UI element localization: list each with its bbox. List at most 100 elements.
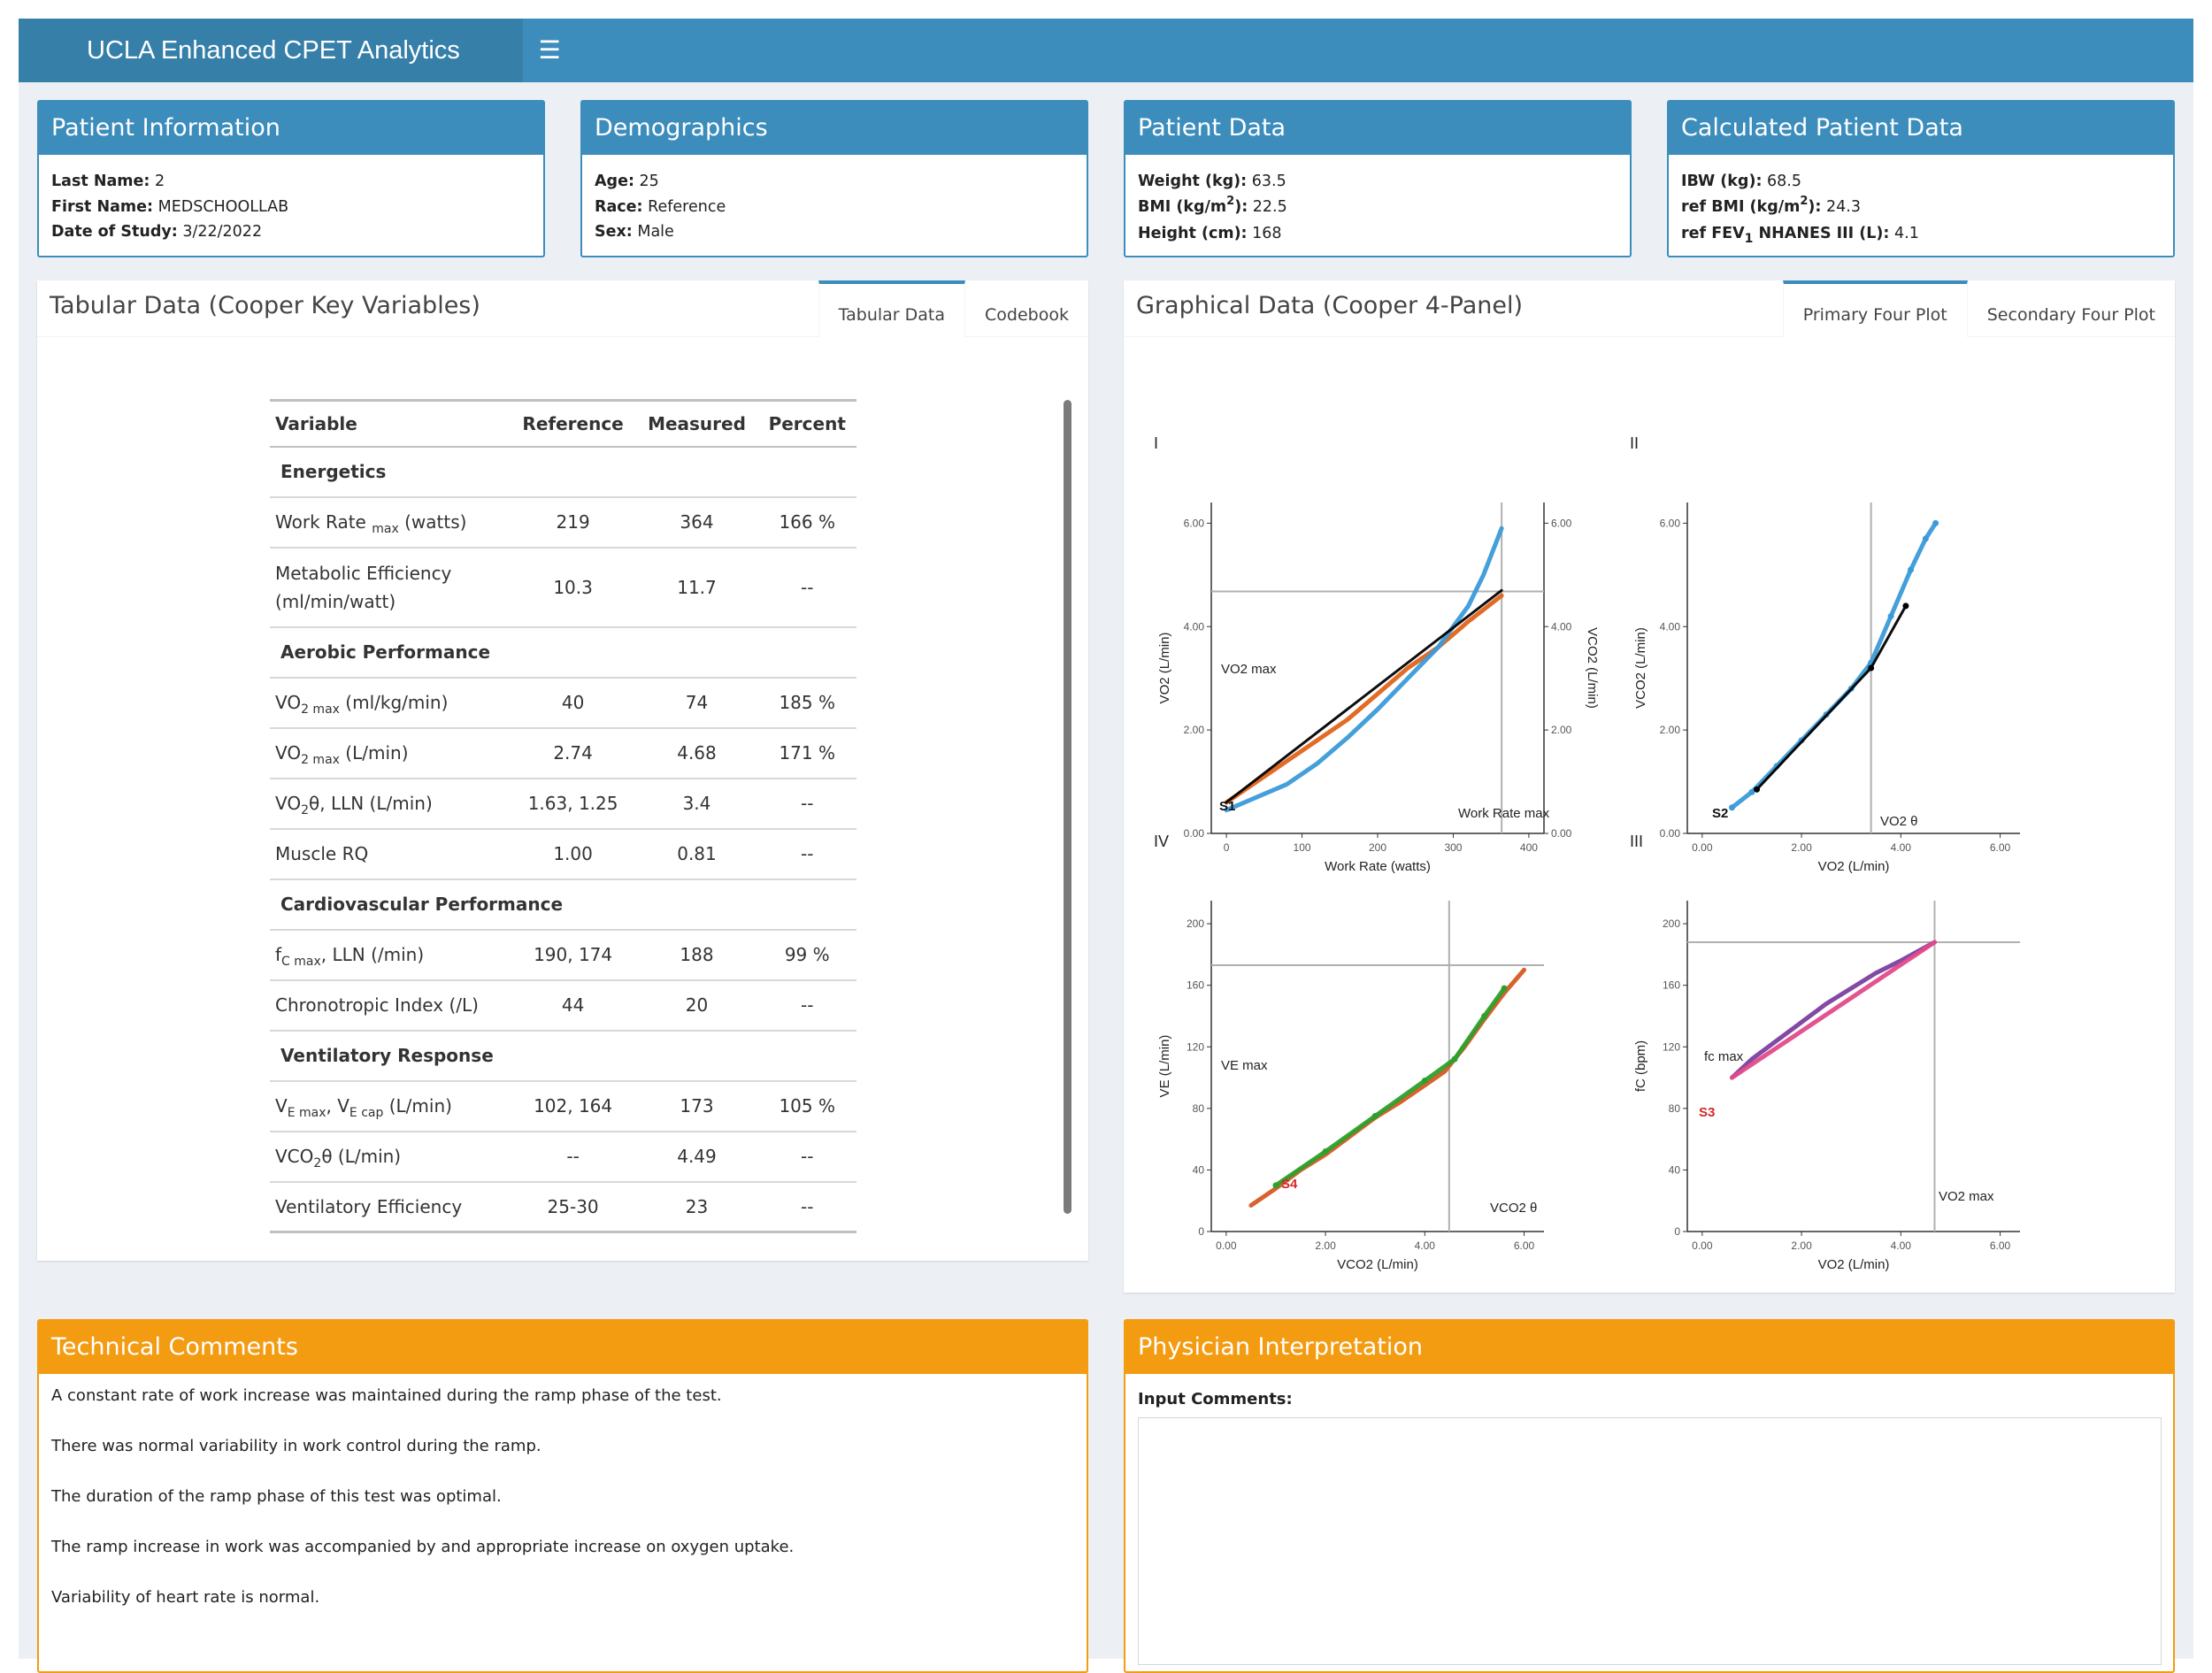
panel-ii: II 0.00 2.00 4.00 6.00 0.00 2.00 4.00 6.00 VO2 (L… bbox=[1630, 434, 2020, 874]
box-title: Calculated Patient Data bbox=[1669, 102, 2173, 155]
x-tick-label: 100 bbox=[1294, 841, 1311, 854]
table-row: VO2 max (L/min) 2.74 4.68 171 % bbox=[270, 727, 856, 779]
info-row: Height (cm): 168 bbox=[1138, 225, 1282, 242]
annotation-label: Work Rate max bbox=[1458, 806, 1550, 821]
annotation-label: VE max bbox=[1221, 1058, 1268, 1073]
section-row: Ventilatory Response bbox=[270, 1030, 856, 1082]
panel-title: Graphical Data (Cooper 4-Panel) bbox=[1136, 292, 1523, 319]
table-row: VO2θ, LLN (L/min) 1.63, 1.25 3.4 -- bbox=[270, 778, 856, 830]
table-row: VCO2θ (L/min) -- 4.49 -- bbox=[270, 1131, 856, 1183]
y-tick-label: 4.00 bbox=[1184, 620, 1205, 633]
annotation-label: S1 bbox=[1219, 799, 1235, 814]
y2-tick-label: 0.00 bbox=[1551, 827, 1572, 840]
x-tick-label: 6.00 bbox=[1990, 1239, 2011, 1252]
panel-label: III bbox=[1630, 833, 1643, 850]
x-axis-label: VO2 (L/min) bbox=[1818, 1257, 1890, 1272]
hamburger-icon[interactable]: ☰ bbox=[538, 35, 561, 65]
x-tick-label: 0.00 bbox=[1692, 1239, 1713, 1252]
data-point bbox=[1902, 602, 1909, 610]
x-tick-label: 200 bbox=[1369, 841, 1386, 854]
x-tick-label: 4.00 bbox=[1415, 1239, 1436, 1252]
x-axis-label: Work Rate (watts) bbox=[1325, 859, 1431, 874]
column-header: Reference bbox=[510, 399, 636, 448]
y-tick-label: 40 bbox=[1669, 1163, 1681, 1176]
data-point bbox=[1868, 664, 1875, 672]
box-title: Physician Interpretation bbox=[1125, 1321, 2173, 1374]
info-row: Race: Reference bbox=[595, 197, 726, 216]
info-row: ref BMI (kg/m2): 24.3 bbox=[1681, 194, 1861, 216]
box-title: Patient Data bbox=[1125, 102, 1630, 155]
panel-iv: IV 0.00 2.00 4.00 6.00 0 40 80 120 160 200 VCO2 (L/… bbox=[1154, 833, 1544, 1272]
input-comments-field[interactable] bbox=[1138, 1417, 2162, 1665]
panel-iii: III 0.00 2.00 4.00 6.00 0 40 80 120 160 200 VO2 (L/… bbox=[1630, 833, 2020, 1272]
info-row: First Name: MEDSCHOOLLAB bbox=[51, 197, 289, 216]
tab-primary-four-plot[interactable]: Primary Four Plot bbox=[1782, 280, 1968, 337]
comment-line: A constant rate of work increase was mai… bbox=[51, 1386, 722, 1405]
y-tick-label: 160 bbox=[1663, 979, 1680, 992]
x-tick-label: 0 bbox=[1224, 841, 1230, 854]
annotation-label: S2 bbox=[1712, 806, 1728, 821]
x-tick-label: 6.00 bbox=[1514, 1239, 1535, 1252]
y-axis-label: fC (bpm) bbox=[1633, 1040, 1648, 1092]
data-point bbox=[1932, 519, 1939, 526]
demographics-box: Demographics Age: 25 Race: Reference Sex… bbox=[580, 100, 1088, 257]
table-row: VE max, VE cap (L/min) 102, 164 173 105 … bbox=[270, 1080, 856, 1132]
comment-line: There was normal variability in work con… bbox=[51, 1437, 541, 1455]
box-title: Demographics bbox=[582, 102, 1087, 155]
table-header-row: Variable Reference Measured Percent bbox=[270, 399, 856, 448]
info-row: BMI (kg/m2): 22.5 bbox=[1138, 194, 1287, 216]
panel-label: II bbox=[1630, 434, 1639, 452]
annotation-label: VO2 max bbox=[1221, 662, 1277, 677]
data-point bbox=[1754, 786, 1761, 793]
y-axis-label: VCO2 (L/min) bbox=[1633, 627, 1648, 709]
data-point bbox=[1887, 613, 1894, 620]
info-row: Date of Study: 3/22/2022 bbox=[51, 223, 263, 241]
column-header: Percent bbox=[757, 399, 856, 448]
y2-axis-label: VCO2 (L/min) bbox=[1585, 627, 1600, 709]
data-point bbox=[1451, 1055, 1458, 1063]
box-title: Technical Comments bbox=[39, 1321, 1087, 1374]
table-row: fC max, LLN (/min) 190, 174 188 99 % bbox=[270, 929, 856, 981]
cooper-key-variables-table: Variable Reference Measured Percent Ener… bbox=[270, 399, 856, 1233]
info-row: Last Name: 2 bbox=[51, 173, 165, 190]
tab-secondary-four-plot[interactable]: Secondary Four Plot bbox=[1986, 305, 2155, 325]
data-point bbox=[1908, 566, 1915, 573]
y-tick-label: 2.00 bbox=[1184, 724, 1205, 736]
info-row: Weight (kg): 63.5 bbox=[1138, 173, 1286, 190]
column-header: Variable bbox=[270, 399, 511, 448]
box-title: Patient Information bbox=[39, 102, 543, 155]
data-point bbox=[1421, 1078, 1428, 1085]
tab-codebook[interactable]: Codebook bbox=[985, 305, 1069, 325]
table-row: Ventilatory Efficiency 25-30 23 -- bbox=[270, 1181, 856, 1233]
tab-tabular-data[interactable]: Tabular Data bbox=[818, 280, 966, 337]
app-title[interactable]: UCLA Enhanced CPET Analytics bbox=[19, 19, 523, 82]
x-tick-label: 2.00 bbox=[1791, 841, 1812, 854]
data-point bbox=[1272, 1182, 1279, 1189]
y-tick-label: 80 bbox=[1193, 1102, 1205, 1115]
y-tick-label: 0.00 bbox=[1660, 827, 1681, 840]
section-row: Energetics bbox=[270, 446, 856, 498]
x-axis-label: VO2 (L/min) bbox=[1818, 859, 1890, 874]
annotation-label: fc max bbox=[1704, 1049, 1744, 1064]
data-point bbox=[1371, 1113, 1379, 1120]
panel-title: Tabular Data (Cooper Key Variables) bbox=[50, 292, 480, 319]
x-tick-label: 400 bbox=[1520, 841, 1538, 854]
app-window: UCLA Enhanced CPET Analytics ☰ Patient I… bbox=[19, 19, 2193, 1673]
table-row: Muscle RQ 1.00 0.81 -- bbox=[270, 828, 856, 880]
annotation-label: S4 bbox=[1281, 1177, 1298, 1192]
series-line bbox=[1224, 526, 1504, 813]
calculated-patient-data-box: Calculated Patient Data IBW (kg): 68.5 r… bbox=[1667, 100, 2175, 257]
x-tick-label: 6.00 bbox=[1990, 841, 2011, 854]
y-tick-label: 0.00 bbox=[1184, 827, 1205, 840]
data-point bbox=[1922, 535, 1929, 542]
y-tick-label: 120 bbox=[1187, 1040, 1204, 1053]
y2-tick-label: 2.00 bbox=[1551, 724, 1572, 736]
table-scrollbar[interactable] bbox=[1064, 400, 1071, 1214]
table-row: Metabolic Efficiency (ml/min/watt) 10.3 1… bbox=[270, 547, 856, 628]
annotation-label: VCO2 θ bbox=[1490, 1201, 1537, 1216]
series-line bbox=[1730, 940, 1937, 1080]
info-row: Sex: Male bbox=[595, 223, 674, 241]
info-row: Age: 25 bbox=[595, 173, 659, 190]
x-tick-label: 4.00 bbox=[1891, 1239, 1912, 1252]
